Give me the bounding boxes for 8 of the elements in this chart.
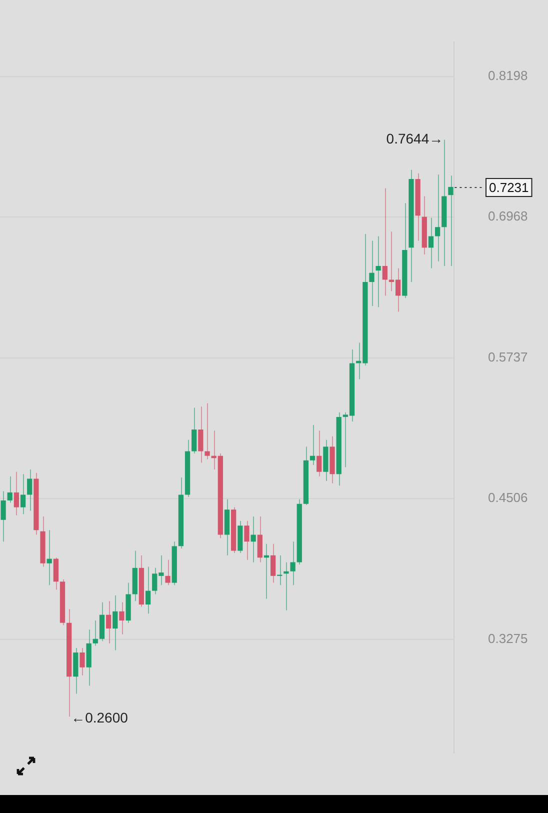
y-tick-label: 0.6968 (488, 208, 528, 224)
y-tick-label: 0.5737 (488, 349, 528, 364)
y-tick-label: 0.4506 (488, 490, 528, 506)
ref-line-label: 0.7231 (489, 180, 529, 196)
annotation: 0.7644→ (386, 130, 444, 147)
y-tick-label: 0.8198 (488, 68, 528, 83)
y-tick-label: 0.3275 (488, 630, 528, 646)
annotation: ←0.2600 (71, 709, 128, 726)
